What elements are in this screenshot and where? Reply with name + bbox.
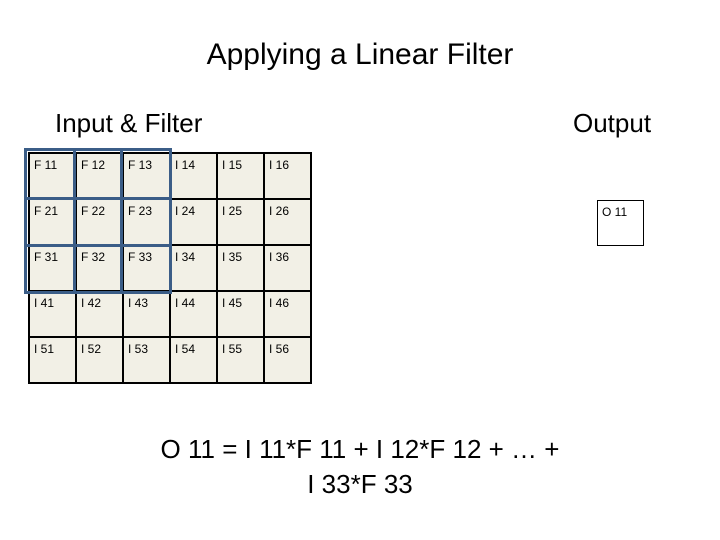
cell: F 31 [29,245,76,291]
cell: I 53 [123,337,170,383]
cell: I 14 [170,153,217,199]
cell: F 32 [76,245,123,291]
formula-line: I 33*F 33 [307,469,413,499]
cell: I 46 [264,291,311,337]
formula: O 11 = I 11*F 11 + I 12*F 12 + … + I 33*… [0,432,720,502]
cell: F 12 [76,153,123,199]
cell: I 42 [76,291,123,337]
cell: I 54 [170,337,217,383]
cell: I 26 [264,199,311,245]
output-cell: O 11 [597,200,644,246]
cell: I 44 [170,291,217,337]
cell: I 51 [29,337,76,383]
cell: I 25 [217,199,264,245]
cell: I 52 [76,337,123,383]
cell: I 36 [264,245,311,291]
cell: I 55 [217,337,264,383]
cell: F 13 [123,153,170,199]
cell: F 21 [29,199,76,245]
cell: F 22 [76,199,123,245]
cell: F 33 [123,245,170,291]
cell: I 35 [217,245,264,291]
cell: I 15 [217,153,264,199]
cell: I 45 [217,291,264,337]
formula-line: O 11 = I 11*F 11 + I 12*F 12 + … + [161,434,560,464]
page-title: Applying a Linear Filter [0,38,720,72]
cell: I 24 [170,199,217,245]
output-label: Output [573,108,651,139]
cell: I 43 [123,291,170,337]
input-label: Input & Filter [55,108,202,139]
cell: I 56 [264,337,311,383]
cell: F 23 [123,199,170,245]
cell: F 11 [29,153,76,199]
cell: I 16 [264,153,311,199]
cell: I 34 [170,245,217,291]
cell: I 41 [29,291,76,337]
stage: Applying a Linear Filter Input & Filter … [0,0,720,540]
input-grid: F 11 F 12 F 13 I 14 I 15 I 16 F 21 F 22 … [28,152,312,384]
